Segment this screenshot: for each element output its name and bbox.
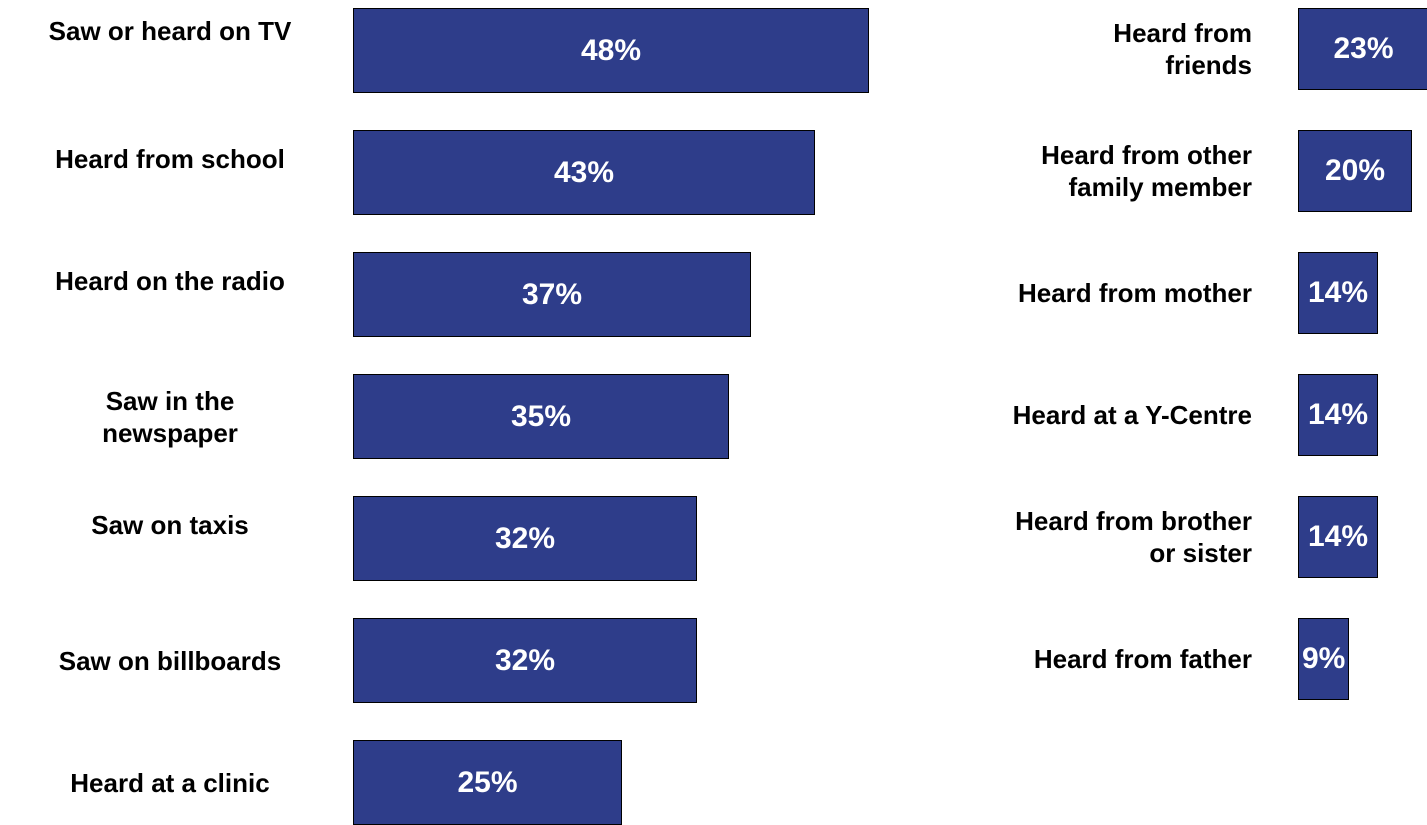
bar: 9% — [1298, 618, 1349, 700]
category-label: Saw or heard on TV — [0, 0, 340, 73]
category-label-text: Heard from father — [1033, 644, 1252, 674]
data-label: 14% — [1307, 520, 1369, 553]
bar: 23% — [1298, 8, 1427, 90]
category-label: Saw on billboards — [0, 618, 340, 703]
category-label: Heard from other family member — [930, 130, 1252, 212]
category-label-text: Heard from mother — [1017, 278, 1252, 308]
category-label-text: Heard from other family member — [1041, 140, 1252, 202]
category-label: Heard from friends — [930, 8, 1252, 90]
bar: 14% — [1298, 374, 1378, 456]
bar: 14% — [1298, 252, 1378, 334]
category-label-text: Heard from school — [55, 143, 285, 174]
bar: 32% — [353, 496, 697, 581]
bar: 43% — [353, 130, 815, 215]
category-label-text: Heard from brother or sister — [1015, 506, 1252, 568]
bar: 32% — [353, 618, 697, 703]
data-label: 14% — [1307, 398, 1369, 431]
category-label-text: Heard on the radio — [55, 265, 285, 296]
bar: 48% — [353, 8, 869, 93]
bar: 37% — [353, 252, 751, 337]
category-label: Heard from father — [930, 618, 1252, 700]
category-label: Heard at a Y-Centre — [930, 374, 1252, 456]
category-label-text: Saw on taxis — [91, 509, 249, 540]
data-label: 32% — [494, 643, 556, 677]
bar: 14% — [1298, 496, 1378, 578]
data-label: 35% — [510, 399, 572, 433]
category-label-text: Heard at a clinic — [70, 767, 270, 798]
bar: 20% — [1298, 130, 1412, 212]
category-label: Heard on the radio — [0, 238, 340, 323]
data-label: 23% — [1333, 32, 1394, 65]
category-label-text: Saw on billboards — [58, 645, 282, 676]
category-label: Saw on taxis — [0, 482, 340, 567]
category-label-text: Saw or heard on TV — [48, 15, 292, 46]
data-label: 25% — [457, 765, 518, 799]
category-label-text: Heard from friends — [1113, 18, 1252, 80]
category-label: Heard from brother or sister — [930, 496, 1252, 578]
data-label: 14% — [1307, 276, 1369, 309]
data-label: 43% — [553, 155, 615, 189]
category-label: Heard from mother — [930, 252, 1252, 334]
bar: 25% — [353, 740, 622, 825]
data-label: 20% — [1324, 154, 1386, 187]
category-label-text: Saw in the newspaper — [102, 385, 238, 448]
data-label: 48% — [580, 33, 642, 67]
category-label-text: Heard at a Y-Centre — [1012, 400, 1252, 430]
category-label: Heard at a clinic — [0, 740, 340, 825]
data-label: 9% — [1302, 642, 1346, 675]
category-label: Saw in the newspaper — [0, 374, 340, 459]
data-label: 37% — [521, 277, 583, 311]
data-label: 32% — [494, 521, 556, 555]
bar: 35% — [353, 374, 729, 459]
category-label: Heard from school — [0, 116, 340, 201]
